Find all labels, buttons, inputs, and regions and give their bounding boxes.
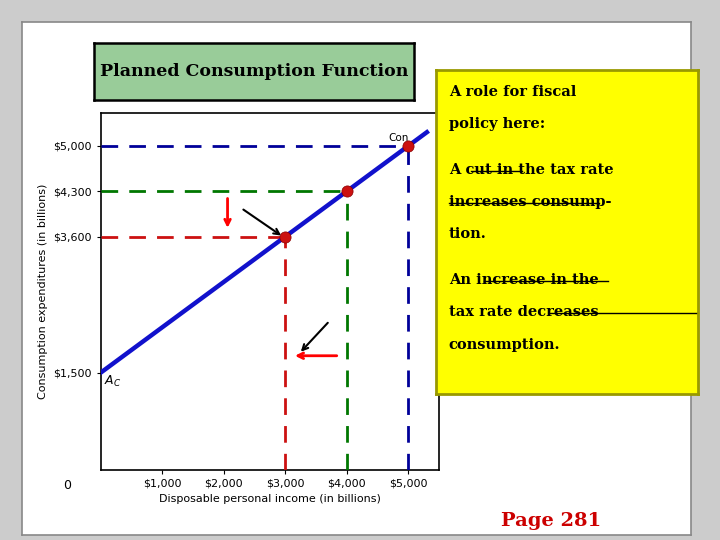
Text: An increase in the: An increase in the	[449, 273, 598, 287]
Text: tax rate decreases: tax rate decreases	[449, 305, 598, 319]
Text: Planned Consumption Function: Planned Consumption Function	[99, 63, 408, 80]
Point	[402, 141, 414, 150]
Text: A cut in the tax rate: A cut in the tax rate	[449, 163, 613, 177]
Point	[279, 232, 291, 241]
Y-axis label: Consumption expenditures (in billions): Consumption expenditures (in billions)	[37, 184, 48, 399]
X-axis label: Disposable personal income (in billions): Disposable personal income (in billions)	[159, 495, 381, 504]
Text: A role for fiscal: A role for fiscal	[449, 85, 576, 99]
Text: 0: 0	[63, 479, 71, 492]
Text: increases consump-: increases consump-	[449, 195, 611, 209]
Text: Con: Con	[389, 133, 409, 143]
Text: $A_C$: $A_C$	[104, 374, 122, 389]
Text: consumption.: consumption.	[449, 338, 560, 352]
Text: policy here:: policy here:	[449, 117, 545, 131]
Text: Page 281: Page 281	[500, 512, 601, 530]
Text: tion.: tion.	[449, 227, 487, 241]
Point	[341, 187, 353, 195]
